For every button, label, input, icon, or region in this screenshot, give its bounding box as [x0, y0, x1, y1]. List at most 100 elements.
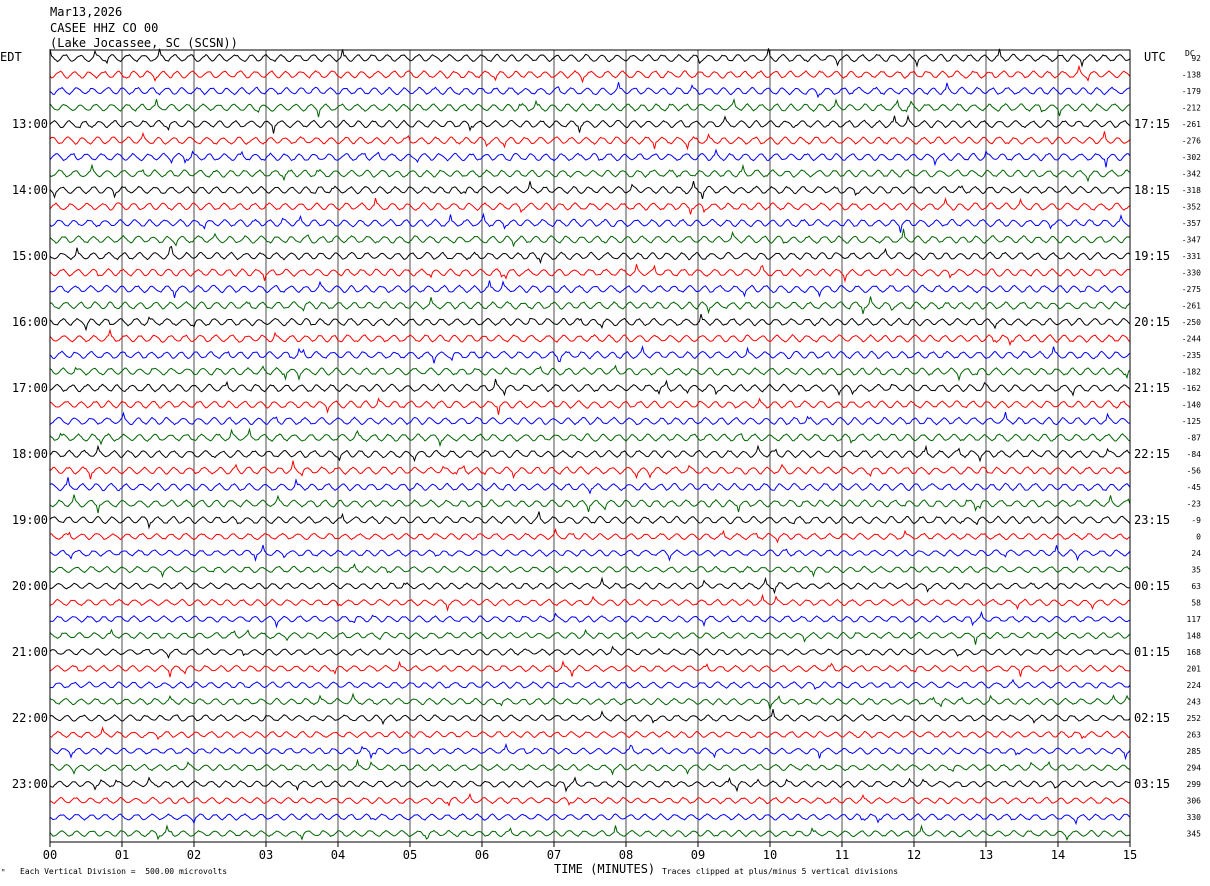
dc-offset-label: -56 — [1187, 467, 1202, 476]
right-hour-label: 20:15 — [1134, 315, 1170, 329]
dc-offset-label: 224 — [1187, 681, 1202, 690]
trace-line — [49, 296, 1131, 315]
dc-offset-label: -261 — [1182, 120, 1201, 129]
dc-offset-label: -138 — [1182, 71, 1201, 80]
trace-line — [49, 48, 1131, 68]
dc-offset-label: -261 — [1182, 302, 1201, 311]
dc-offset-label: -352 — [1182, 203, 1201, 212]
x-tick-label: 03 — [259, 848, 273, 862]
x-tick-label: 10 — [763, 848, 777, 862]
trace-line — [49, 212, 1131, 233]
scale-note: Each Vertical Division = 500.00 microvol… — [20, 867, 228, 876]
left-hour-label: 17:00 — [12, 381, 48, 395]
trace-line — [49, 228, 1131, 248]
trace-line — [49, 313, 1131, 332]
x-axis-label: TIME (MINUTES) — [554, 862, 656, 876]
trace-line — [49, 563, 1131, 579]
dc-offset-label: -45 — [1187, 483, 1202, 492]
left-hour-label: 16:00 — [12, 315, 48, 329]
x-tick-label: 11 — [835, 848, 849, 862]
trace-line — [49, 692, 1131, 710]
x-tick-label: 08 — [619, 848, 633, 862]
dc-offset-label: -140 — [1182, 401, 1201, 410]
dc-offset-label: 285 — [1187, 747, 1202, 756]
trace-line — [49, 544, 1131, 563]
trace-line — [49, 813, 1131, 826]
trace-line — [49, 264, 1131, 283]
trace-line — [49, 824, 1131, 841]
x-tick-label: 13 — [979, 848, 993, 862]
dc-offset-label: 294 — [1187, 764, 1202, 773]
trace-line — [49, 163, 1131, 183]
trace-line — [49, 628, 1131, 645]
left-hour-label: 22:00 — [12, 711, 48, 725]
left-hour-label: 21:00 — [12, 645, 48, 659]
dc-offset-label: -9 — [1191, 516, 1201, 525]
right-hour-label: 01:15 — [1134, 645, 1170, 659]
dc-header-label: DC — [1185, 49, 1195, 58]
dc-offset-label: -302 — [1182, 153, 1201, 162]
dc-offset-label: -84 — [1187, 450, 1202, 459]
x-tick-label: 14 — [1051, 848, 1065, 862]
trace-line — [49, 64, 1131, 84]
x-tick-label: 05 — [403, 848, 417, 862]
dc-offset-label: 148 — [1187, 632, 1202, 641]
dc-offset-label: 168 — [1187, 648, 1202, 657]
dc-offset-label: -235 — [1182, 351, 1201, 360]
dc-offset-label: 252 — [1187, 714, 1202, 723]
trace-line — [49, 364, 1131, 382]
plot-date: Mar13,2026 — [50, 5, 123, 19]
trace-line — [49, 494, 1131, 514]
dc-offset-label: -342 — [1182, 170, 1201, 179]
right-hour-label: 21:15 — [1134, 381, 1170, 395]
trace-line — [49, 197, 1131, 215]
dc-offset-label: 306 — [1187, 797, 1202, 806]
trace-line — [49, 645, 1131, 659]
right-timezone-label: UTC — [1144, 50, 1166, 64]
trace-line — [49, 758, 1131, 776]
trace-line — [49, 444, 1131, 463]
right-hour-label: 22:15 — [1134, 447, 1170, 461]
trace-line — [49, 776, 1131, 793]
trace-line — [49, 378, 1131, 397]
dc-offset-label: -179 — [1182, 87, 1201, 96]
left-hour-label: 23:00 — [12, 777, 48, 791]
plot-frame — [49, 49, 1131, 843]
dc-offset-label: -275 — [1182, 285, 1201, 294]
left-hour-label: 15:00 — [12, 249, 48, 263]
dc-offset-label: -125 — [1182, 417, 1201, 426]
dc-offset-label: 63 — [1191, 582, 1201, 591]
trace-line — [49, 328, 1131, 347]
dc-offset-label: 345 — [1187, 830, 1202, 839]
x-tick-label: 07 — [547, 848, 561, 862]
trace-line — [49, 726, 1131, 741]
dc-offset-label: 0 — [1196, 533, 1201, 542]
trace-line — [49, 460, 1131, 480]
x-tick-label: 09 — [691, 848, 705, 862]
x-tick-label: 15 — [1123, 848, 1137, 862]
left-hour-label: 14:00 — [12, 183, 48, 197]
left-timezone-label: EDT — [0, 50, 22, 64]
trace-line — [49, 678, 1131, 690]
dc-offset-label: -250 — [1182, 318, 1201, 327]
trace-line — [49, 114, 1131, 134]
trace-line — [49, 527, 1131, 544]
dc-offset-label: -347 — [1182, 236, 1201, 245]
trace-line — [49, 709, 1131, 726]
station-location: (Lake Jocassee, SC (SCSN)) — [50, 36, 238, 50]
x-tick-label: 04 — [331, 848, 345, 862]
clip-note: Traces clipped at plus/minus 5 vertical … — [662, 867, 899, 876]
dc-offset-label: -87 — [1187, 434, 1202, 443]
right-hour-label: 23:15 — [1134, 513, 1170, 527]
x-tick-label: 12 — [907, 848, 921, 862]
trace-line — [49, 148, 1131, 168]
trace-line — [49, 245, 1131, 265]
dc-offset-label: -276 — [1182, 137, 1201, 146]
dc-offset-label: 263 — [1187, 731, 1202, 740]
trace-line — [49, 411, 1131, 426]
trace-line — [49, 280, 1131, 298]
trace-line — [49, 82, 1131, 99]
left-hour-label: 13:00 — [12, 117, 48, 131]
right-hour-label: 18:15 — [1134, 183, 1170, 197]
